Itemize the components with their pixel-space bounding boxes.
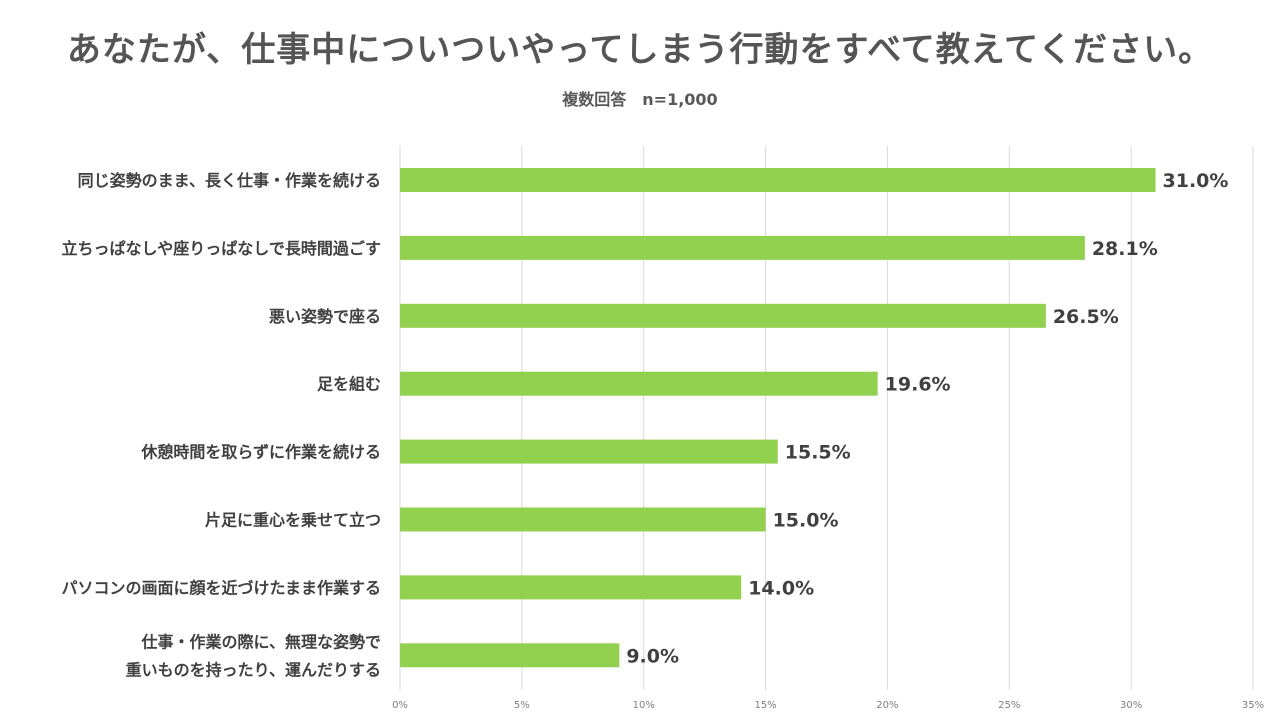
label-layer: 31.0% 同じ姿勢のまま、長く仕事・作業を続ける 28.1% 立ちっぱなしや座りっぱ… xyxy=(61,170,1228,679)
bar xyxy=(400,371,878,396)
category-label: 休憩時間を取らずに作業を続ける xyxy=(140,443,381,462)
value-label: 26.5% xyxy=(1053,306,1119,328)
category-label: パソコンの画面に顔を近づけたまま作業する xyxy=(61,578,381,597)
x-tick-label: 0% xyxy=(392,700,408,711)
x-tick-label: 5% xyxy=(514,700,530,711)
value-label: 15.5% xyxy=(785,442,851,464)
value-label: 28.1% xyxy=(1092,238,1158,260)
value-label: 31.0% xyxy=(1163,170,1229,192)
value-label: 14.0% xyxy=(748,577,814,599)
value-label: 9.0% xyxy=(626,645,679,667)
x-tick-label: 15% xyxy=(754,700,776,711)
category-label: 仕事・作業の際に、無理な姿勢で xyxy=(140,632,381,651)
value-label: 15.0% xyxy=(773,510,839,532)
bar xyxy=(400,439,778,464)
bar-layer xyxy=(400,168,1156,668)
x-tick-label: 25% xyxy=(998,700,1020,711)
bar xyxy=(400,507,766,532)
bar xyxy=(400,303,1046,328)
chart-title: あなたが、仕事中についついやってしまう行動をすべて教えてください。 xyxy=(66,30,1214,70)
bar xyxy=(400,168,1156,192)
x-tick-label: 10% xyxy=(633,700,655,711)
bar xyxy=(400,643,620,668)
category-label: 立ちっぱなしや座りっぱなしで長時間過ごす xyxy=(61,239,381,258)
bar xyxy=(400,575,742,600)
category-label: 足を組む xyxy=(317,375,381,394)
x-tick-label: 30% xyxy=(1120,700,1142,711)
chart-subtitle: 複数回答 n=1,000 xyxy=(562,90,718,109)
tick-layer: 0% 5% 10% 15% 20% 25% 30% 35% xyxy=(392,700,1264,711)
x-tick-label: 35% xyxy=(1242,700,1264,711)
category-label: 重いものを持ったり、運んだりする xyxy=(126,660,381,679)
bar xyxy=(400,235,1085,260)
x-tick-label: 20% xyxy=(876,700,898,711)
value-label: 19.6% xyxy=(885,374,951,396)
category-label: 片足に重心を乗せて立つ xyxy=(205,511,381,530)
grid-layer xyxy=(399,146,1254,690)
category-label: 同じ姿勢のまま、長く仕事・作業を続ける xyxy=(78,171,381,190)
category-label: 悪い姿勢で座る xyxy=(269,307,381,326)
